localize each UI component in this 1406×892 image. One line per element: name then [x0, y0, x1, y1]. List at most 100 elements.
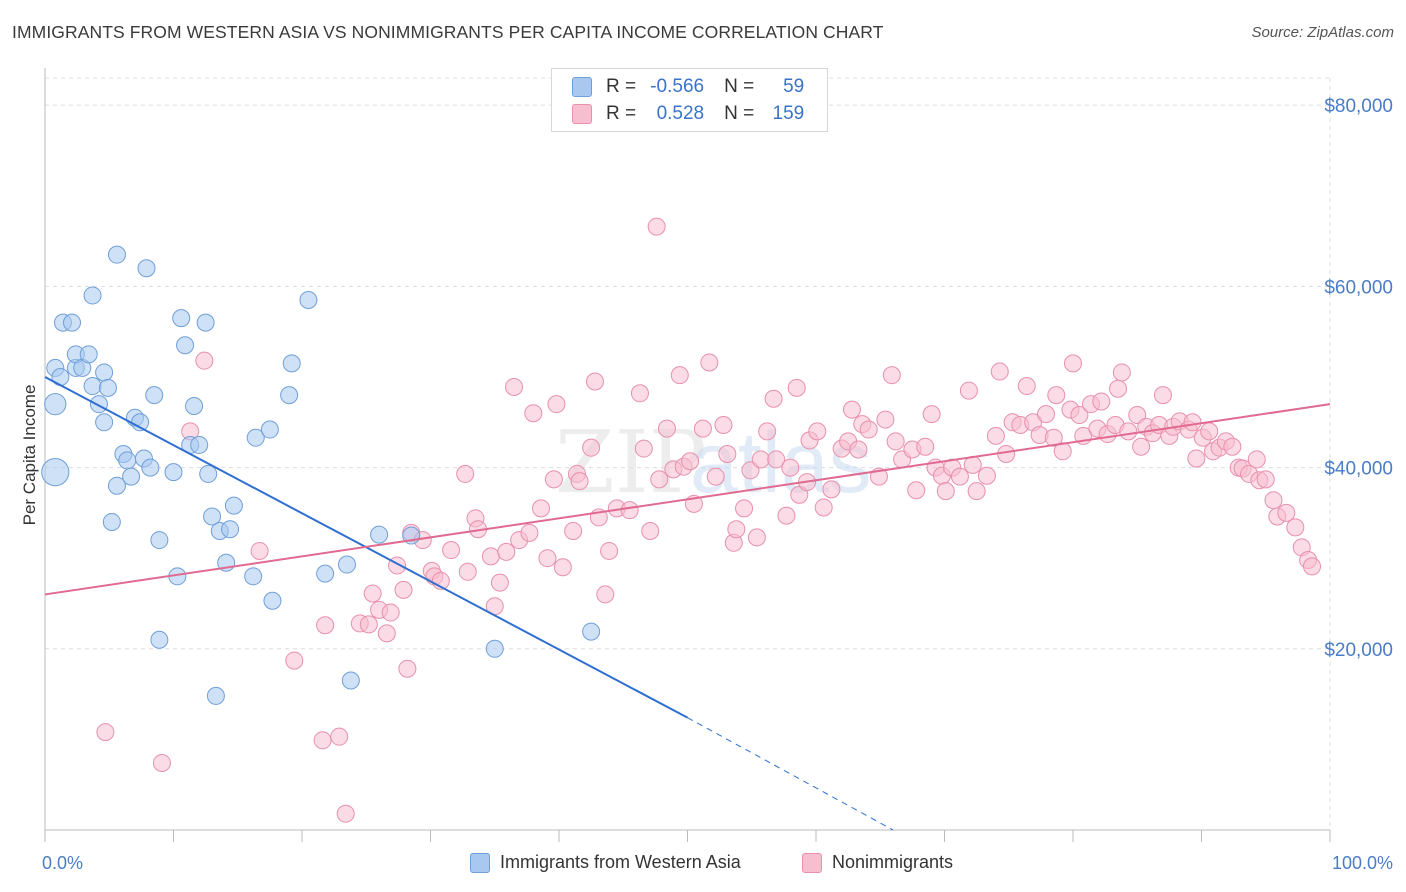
tick-labels: $20,000 $40,000 $60,000 $80,000 0.0% 100.0% [42, 96, 1393, 873]
point-nonimmigrants [544, 470, 563, 489]
point-nonimmigrants [152, 753, 171, 772]
r-label: R = [606, 103, 637, 124]
point-nonimmigrants [814, 498, 833, 517]
point-nonimmigrants [1112, 363, 1131, 382]
legend-swatch-immigrants [572, 77, 592, 97]
y-tick-label: $20,000 [1324, 640, 1393, 661]
point-nonimmigrants [706, 467, 725, 486]
point-nonimmigrants [1047, 386, 1066, 405]
point-nonimmigrants [808, 422, 827, 441]
bottom-legend-nonimmigrants: Nonimmigrants [802, 852, 953, 873]
point-nonimmigrants [1200, 422, 1219, 441]
point-nonimmigrants [990, 362, 1009, 381]
point-nonimmigrants [250, 541, 269, 560]
bottom-legend-immigrants: Immigrants from Western Asia [470, 852, 741, 873]
point-nonimmigrants [950, 467, 969, 486]
point-immigrants [299, 290, 318, 309]
point-nonimmigrants [764, 389, 783, 408]
point-immigrants [122, 467, 141, 486]
point-nonimmigrants [977, 466, 996, 485]
point-nonimmigrants [520, 523, 539, 542]
point-immigrants [246, 428, 265, 447]
point-nonimmigrants [967, 482, 986, 501]
point-nonimmigrants [735, 499, 754, 518]
point-nonimmigrants [859, 420, 878, 439]
point-nonimmigrants [986, 426, 1005, 445]
point-nonimmigrants [650, 470, 669, 489]
point-nonimmigrants [564, 522, 583, 541]
point-nonimmigrants [1277, 503, 1296, 522]
point-nonimmigrants [842, 400, 861, 419]
point-nonimmigrants [907, 481, 926, 500]
point-immigrants [95, 363, 114, 382]
point-nonimmigrants [1017, 377, 1036, 396]
point-immigrants [95, 413, 114, 432]
point-immigrants [172, 309, 191, 328]
trend-lines [44, 376, 1331, 831]
point-immigrants [221, 520, 240, 539]
point-immigrants [206, 686, 225, 705]
point-nonimmigrants [647, 217, 666, 236]
point-nonimmigrants [330, 727, 349, 746]
point-nonimmigrants [1108, 379, 1127, 398]
y-axis-label: Per Capita Income [20, 385, 39, 526]
point-nonimmigrants [1064, 354, 1082, 373]
point-nonimmigrants [585, 372, 604, 391]
data-points [41, 217, 1322, 823]
correlation-legend: R = -0.566 N = 59 R = 0.528 N = 159 [551, 68, 828, 132]
point-immigrants [485, 639, 504, 658]
point-nonimmigrants [96, 723, 115, 742]
point-nonimmigrants [394, 580, 413, 599]
point-immigrants [62, 313, 81, 332]
point-nonimmigrants [657, 419, 676, 438]
point-nonimmigrants [634, 439, 653, 458]
point-immigrants [203, 507, 222, 526]
point-nonimmigrants [781, 458, 800, 477]
point-nonimmigrants [714, 416, 733, 435]
point-nonimmigrants [553, 558, 572, 577]
point-nonimmigrants [481, 547, 500, 566]
point-immigrants [150, 630, 169, 649]
point-nonimmigrants [922, 405, 941, 424]
point-nonimmigrants [505, 377, 524, 396]
point-nonimmigrants [700, 353, 719, 372]
n-value: 159 [772, 103, 805, 124]
point-nonimmigrants [1183, 413, 1202, 432]
point-immigrants [83, 377, 102, 396]
point-immigrants [41, 458, 70, 487]
point-nonimmigrants [886, 432, 905, 451]
axes [44, 68, 1331, 842]
x-tick-label-min: 0.0% [42, 853, 83, 873]
point-nonimmigrants [442, 541, 461, 560]
point-immigrants [137, 259, 156, 278]
point-nonimmigrants [822, 480, 841, 499]
point-immigrants [280, 386, 299, 405]
point-nonimmigrants [727, 520, 746, 539]
point-immigrants [196, 313, 215, 332]
point-nonimmigrants [630, 384, 649, 403]
point-immigrants [145, 386, 164, 405]
point-nonimmigrants [313, 731, 332, 750]
point-nonimmigrants [398, 659, 417, 678]
point-immigrants [282, 354, 301, 373]
point-immigrants [44, 393, 67, 416]
point-nonimmigrants [1092, 392, 1111, 411]
legend-row-immigrants: R = -0.566 N = 59 [572, 74, 804, 100]
point-nonimmigrants [1303, 557, 1322, 576]
point-immigrants [107, 476, 126, 495]
point-nonimmigrants [336, 804, 355, 823]
point-nonimmigrants [1247, 450, 1266, 469]
point-nonimmigrants [718, 445, 737, 463]
point-nonimmigrants [1037, 405, 1056, 424]
point-nonimmigrants [1153, 386, 1172, 405]
r-label: R = [606, 76, 637, 97]
point-nonimmigrants [1264, 491, 1283, 510]
point-nonimmigrants [458, 562, 477, 581]
n-label: N = [724, 76, 755, 97]
point-nonimmigrants [570, 472, 589, 491]
point-nonimmigrants [1119, 422, 1138, 441]
legend-row-nonimmigrants: R = 0.528 N = 159 [572, 101, 804, 127]
chart-title: IMMIGRANTS FROM WESTERN ASIA VS NONIMMIG… [12, 22, 884, 42]
point-immigrants [316, 564, 335, 583]
point-nonimmigrants [1256, 470, 1275, 489]
